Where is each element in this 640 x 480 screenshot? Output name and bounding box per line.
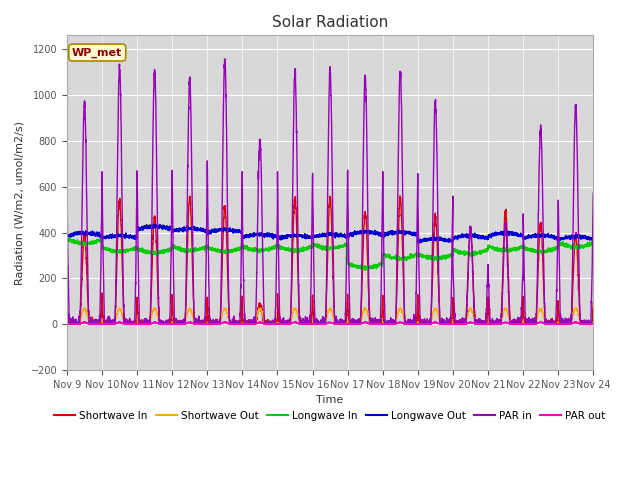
PAR out: [589, 321, 596, 327]
Longwave Out: [419, 238, 427, 244]
Shortwave In: [396, 193, 404, 199]
Longwave Out: [157, 223, 165, 228]
PAR out: [589, 321, 597, 327]
PAR in: [157, 321, 165, 327]
Longwave Out: [63, 232, 71, 238]
Longwave Out: [478, 233, 486, 239]
Longwave In: [589, 241, 597, 247]
Shortwave Out: [361, 305, 369, 311]
Shortwave In: [448, 315, 456, 321]
Y-axis label: Radiation (W/m2, umol/m2/s): Radiation (W/m2, umol/m2/s): [15, 120, 25, 285]
PAR out: [310, 321, 318, 327]
Shortwave In: [589, 300, 597, 305]
Shortwave Out: [478, 321, 486, 327]
PAR in: [589, 191, 597, 196]
PAR out: [448, 321, 456, 327]
PAR in: [221, 56, 229, 62]
Shortwave Out: [63, 320, 71, 326]
Shortwave In: [419, 320, 427, 326]
Legend: Shortwave In, Shortwave Out, Longwave In, Longwave Out, PAR in, PAR out: Shortwave In, Shortwave Out, Longwave In…: [51, 407, 610, 425]
Shortwave In: [65, 321, 72, 327]
Line: PAR in: PAR in: [67, 59, 593, 324]
Shortwave Out: [448, 321, 456, 327]
Shortwave In: [310, 320, 318, 325]
Line: Longwave In: Longwave In: [67, 238, 593, 270]
Longwave Out: [417, 240, 424, 246]
Shortwave Out: [589, 321, 596, 327]
Longwave Out: [448, 238, 456, 243]
Longwave Out: [150, 221, 157, 227]
Longwave In: [448, 253, 456, 259]
PAR out: [257, 319, 264, 324]
Shortwave In: [589, 307, 596, 313]
Shortwave Out: [310, 320, 318, 326]
Shortwave In: [478, 321, 486, 327]
X-axis label: Time: Time: [316, 396, 344, 405]
Shortwave Out: [419, 321, 427, 327]
Shortwave Out: [589, 320, 597, 326]
PAR out: [419, 321, 427, 327]
Line: Shortwave Out: Shortwave Out: [67, 308, 593, 324]
Text: WP_met: WP_met: [72, 48, 122, 58]
PAR in: [65, 321, 73, 327]
Longwave In: [478, 248, 486, 253]
Shortwave Out: [63, 321, 71, 327]
PAR in: [63, 185, 71, 191]
Line: Longwave Out: Longwave Out: [67, 224, 593, 243]
PAR out: [157, 321, 165, 327]
Longwave Out: [589, 237, 596, 243]
Longwave In: [362, 267, 369, 273]
PAR in: [310, 302, 318, 308]
Shortwave In: [63, 298, 71, 304]
Longwave In: [157, 248, 165, 253]
Shortwave In: [157, 321, 165, 327]
Line: PAR out: PAR out: [67, 322, 593, 324]
PAR out: [63, 321, 71, 327]
PAR in: [589, 217, 596, 223]
PAR out: [63, 321, 71, 327]
Longwave In: [419, 253, 427, 259]
Longwave In: [310, 242, 318, 248]
Shortwave Out: [157, 321, 165, 327]
PAR in: [478, 321, 486, 327]
PAR out: [478, 321, 486, 327]
Longwave In: [589, 239, 596, 245]
Longwave Out: [589, 237, 597, 242]
PAR in: [448, 248, 456, 253]
Longwave Out: [310, 232, 318, 238]
PAR in: [419, 321, 427, 327]
Line: Shortwave In: Shortwave In: [67, 196, 593, 324]
Title: Solar Radiation: Solar Radiation: [272, 15, 388, 30]
Longwave In: [63, 235, 71, 241]
